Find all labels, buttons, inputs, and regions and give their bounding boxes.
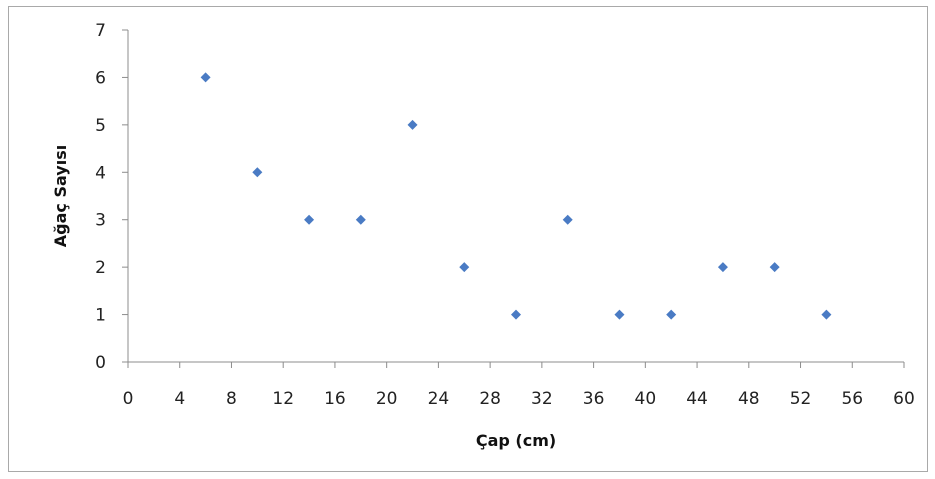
data-points	[200, 72, 832, 320]
x-tick-label: 8	[226, 389, 237, 409]
data-point	[200, 72, 211, 83]
x-tick-label: 32	[531, 389, 553, 409]
data-point	[355, 214, 366, 225]
data-point	[666, 309, 677, 320]
axes	[127, 30, 904, 363]
x-tick-label: 28	[479, 389, 501, 409]
data-point	[252, 167, 263, 178]
x-axis-title: Çap (cm)	[476, 431, 556, 450]
x-tick-label: 52	[790, 389, 812, 409]
x-tick-label: 60	[893, 389, 915, 409]
data-point	[511, 309, 521, 320]
y-axis-title: Ağaç Sayısı	[51, 145, 70, 247]
x-tick-label: 16	[324, 389, 346, 409]
y-tick-label: 6	[95, 68, 106, 88]
y-tick-label: 2	[95, 258, 106, 278]
x-tick-label: 12	[272, 389, 294, 409]
data-point	[769, 262, 780, 273]
y-tick-label: 5	[95, 116, 106, 136]
y-tick-label: 1	[95, 306, 106, 326]
y-axis-ticks: 0 1 2 3 4 5 6 7	[95, 21, 128, 373]
data-point	[562, 214, 573, 225]
x-tick-label: 56	[841, 389, 863, 409]
data-point	[459, 262, 470, 273]
x-tick-label: 44	[686, 389, 708, 409]
data-point	[717, 262, 728, 273]
x-tick-label: 24	[428, 389, 450, 409]
x-tick-label: 0	[123, 389, 134, 409]
data-point	[407, 119, 418, 130]
y-tick-label: 4	[95, 163, 106, 183]
x-tick-label: 48	[738, 389, 760, 409]
y-tick-label: 0	[95, 353, 106, 373]
chart-frame	[8, 6, 928, 472]
x-axis-ticks: 0 4 8 12 16 20 24 28 32 36 40 44 48 52 56 60	[123, 362, 915, 409]
data-point	[821, 309, 832, 320]
x-tick-label: 4	[174, 389, 185, 409]
x-tick-label: 40	[635, 389, 657, 409]
x-tick-label: 20	[376, 389, 398, 409]
data-point	[304, 214, 315, 225]
x-tick-label: 36	[583, 389, 605, 409]
y-tick-label: 3	[95, 211, 106, 231]
data-point	[614, 309, 625, 320]
y-tick-label: 7	[95, 21, 106, 41]
